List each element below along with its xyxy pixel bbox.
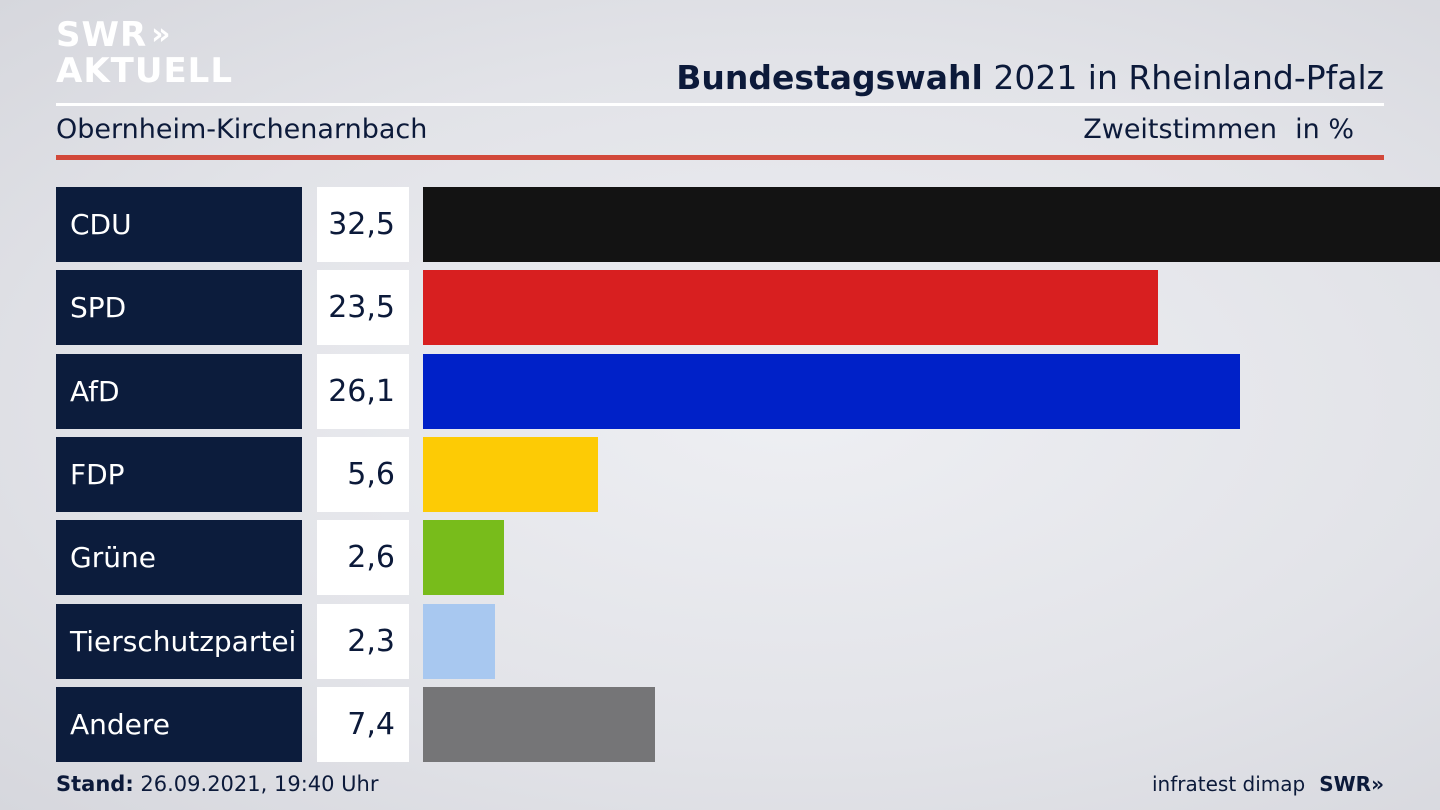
bar: [423, 187, 1440, 262]
logo-line1: SWR: [56, 15, 148, 55]
bar: [423, 270, 1158, 345]
party-label: CDU: [56, 187, 302, 262]
metric-label: Zweitstimmen: [1083, 114, 1277, 145]
stand-value: 26.09.2021, 19:40 Uhr: [133, 772, 379, 796]
chart-subtitle: Obernheim-Kirchenarnbach: [56, 114, 428, 145]
party-label: FDP: [56, 437, 302, 512]
swr-brand-icon: SWR»: [1319, 772, 1384, 796]
title-rest: 2021 in Rheinland-Pfalz: [982, 58, 1384, 97]
timestamp: Stand: 26.09.2021, 19:40 Uhr: [56, 772, 379, 796]
party-label: Tierschutzpartei: [56, 604, 302, 679]
bar: [423, 604, 495, 679]
bar: [423, 687, 655, 762]
bar: [423, 437, 598, 512]
value-label: 2,3: [317, 604, 409, 679]
bar: [423, 520, 504, 595]
accent-divider: [56, 155, 1384, 160]
source-credit: infratest dimap SWR»: [1152, 772, 1384, 796]
value-label: 5,6: [317, 437, 409, 512]
stand-label: Stand:: [56, 772, 134, 796]
value-label: 7,4: [317, 687, 409, 762]
logo-line2: AKTUELL: [56, 51, 234, 91]
party-label: SPD: [56, 270, 302, 345]
bar: [423, 354, 1240, 429]
header-divider: [56, 103, 1384, 106]
title-bold: Bundestagswahl: [676, 58, 983, 97]
swr-aktuell-logo: SWR» AKTUELL: [56, 18, 233, 88]
source-label: infratest dimap: [1152, 772, 1306, 796]
party-label: AfD: [56, 354, 302, 429]
unit-label: in %: [1295, 114, 1354, 145]
party-label: Grüne: [56, 520, 302, 595]
logo-chevron-icon: »: [151, 17, 171, 52]
value-label: 32,5: [317, 187, 409, 262]
value-label: 23,5: [317, 270, 409, 345]
value-label: 26,1: [317, 354, 409, 429]
value-label: 2,6: [317, 520, 409, 595]
party-label: Andere: [56, 687, 302, 762]
chart-title: Bundestagswahl 2021 in Rheinland-Pfalz: [676, 58, 1384, 97]
